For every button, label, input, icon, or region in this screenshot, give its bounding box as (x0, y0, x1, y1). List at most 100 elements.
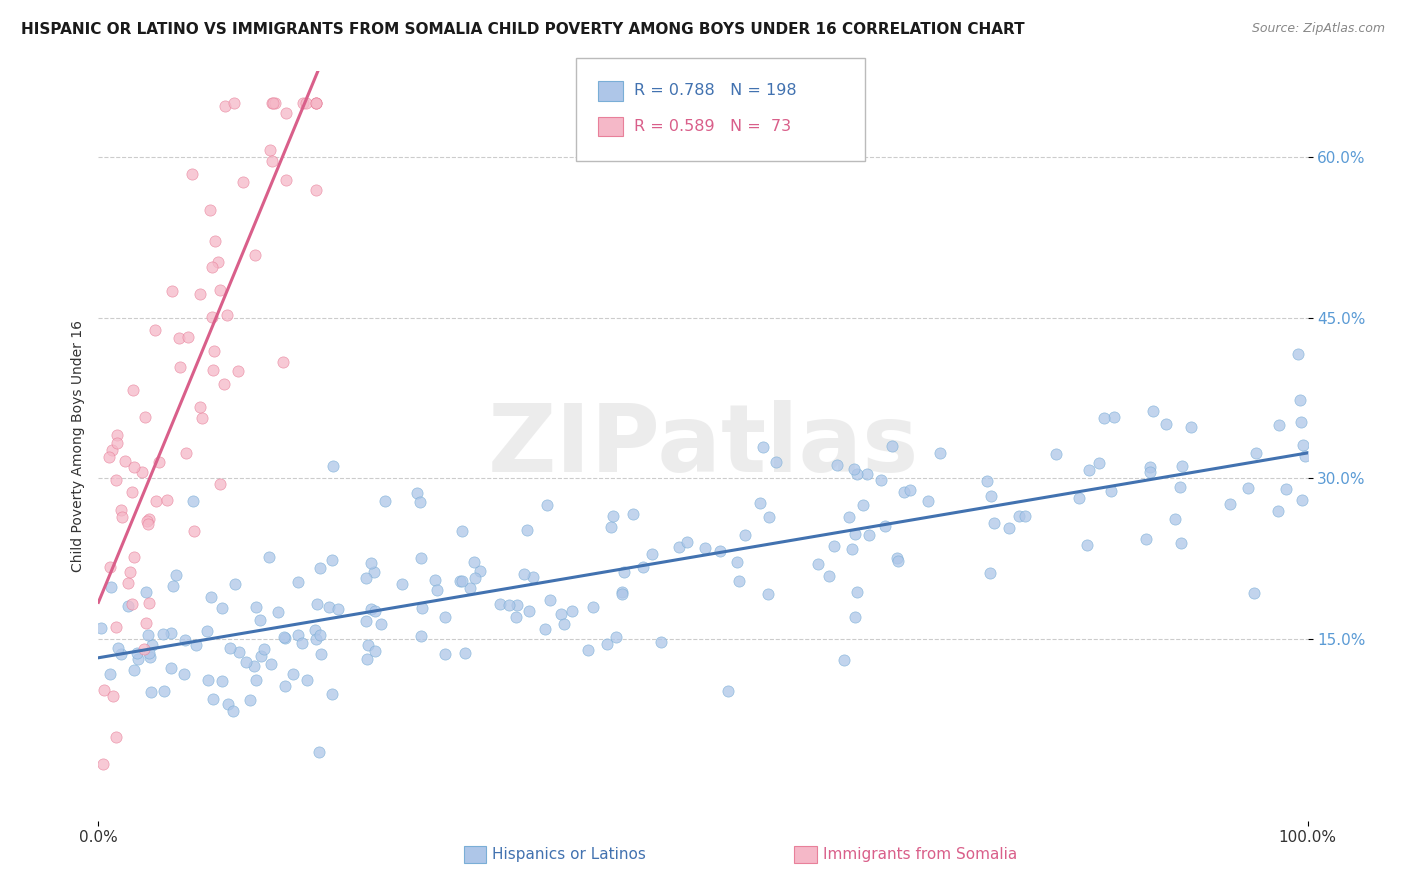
Point (183, 524, 205, 539)
Point (1294, 449, 1316, 463)
Point (917, 493, 939, 508)
Point (245, 673, 267, 688)
Point (207, 255, 229, 269)
Text: Hispanics or Latinos: Hispanics or Latinos (492, 847, 645, 862)
Point (391, 576, 413, 591)
Point (1104, 410, 1126, 425)
Point (110, 509, 132, 524)
Point (752, 440, 775, 454)
Point (309, 561, 332, 575)
Point (135, 615, 157, 630)
Point (463, 555, 485, 569)
Point (104, 620, 127, 634)
Point (201, 260, 224, 275)
Point (870, 473, 893, 487)
Point (610, 585, 633, 599)
Point (451, 574, 474, 588)
Point (364, 605, 387, 619)
Point (136, 628, 159, 642)
Point (887, 554, 910, 568)
Point (1236, 481, 1258, 495)
Point (209, 283, 232, 297)
Point (305, 96, 328, 111)
Point (122, 459, 145, 474)
Point (136, 517, 159, 532)
Point (1099, 483, 1122, 498)
Point (262, 96, 284, 111)
Point (197, 624, 219, 638)
Point (287, 628, 309, 642)
Point (1289, 415, 1312, 429)
Point (1142, 404, 1164, 418)
Point (273, 354, 295, 368)
Point (354, 614, 377, 628)
Point (215, 308, 238, 322)
Point (1170, 535, 1192, 549)
Point (292, 96, 315, 111)
Point (191, 410, 214, 425)
Point (200, 590, 222, 604)
Point (139, 685, 162, 699)
Point (135, 514, 157, 528)
Point (174, 446, 197, 460)
Point (173, 667, 195, 681)
Point (318, 600, 340, 615)
Point (105, 730, 128, 744)
Point (105, 428, 128, 442)
Point (184, 638, 207, 652)
Point (197, 673, 219, 687)
Point (596, 637, 619, 651)
Point (856, 467, 879, 482)
Point (307, 597, 329, 611)
Point (93, 683, 115, 698)
Point (434, 647, 457, 661)
Point (98, 560, 121, 574)
Point (295, 673, 318, 687)
Point (1139, 465, 1161, 479)
Point (309, 647, 332, 661)
Point (426, 582, 449, 597)
Point (825, 458, 848, 473)
Point (91, 756, 114, 771)
Point (728, 574, 751, 589)
Point (505, 610, 527, 624)
Point (98, 666, 121, 681)
Point (1246, 446, 1268, 460)
Point (1168, 480, 1191, 494)
Point (226, 364, 249, 378)
Point (127, 651, 149, 665)
Point (266, 605, 288, 619)
Point (188, 286, 211, 301)
Point (1243, 586, 1265, 600)
Point (181, 168, 204, 182)
Point (274, 679, 297, 693)
Point (1286, 347, 1309, 361)
Point (602, 509, 624, 524)
Point (1267, 504, 1289, 518)
Point (765, 455, 787, 469)
Point (242, 658, 264, 673)
Point (214, 99, 236, 113)
Point (162, 579, 184, 593)
Point (260, 657, 283, 671)
Point (498, 598, 520, 612)
Point (893, 484, 915, 499)
Point (107, 641, 129, 656)
Point (354, 571, 377, 585)
Point (228, 645, 250, 659)
Point (553, 616, 575, 631)
Point (846, 585, 869, 599)
Point (1288, 392, 1310, 407)
Point (898, 483, 921, 497)
Point (734, 528, 756, 542)
Point (117, 575, 139, 590)
Point (209, 477, 232, 491)
Point (121, 485, 143, 500)
Point (1154, 417, 1177, 431)
Point (1180, 420, 1202, 434)
Point (264, 96, 287, 111)
Point (287, 575, 309, 590)
Point (165, 568, 187, 582)
Point (217, 698, 239, 712)
Point (249, 613, 271, 627)
